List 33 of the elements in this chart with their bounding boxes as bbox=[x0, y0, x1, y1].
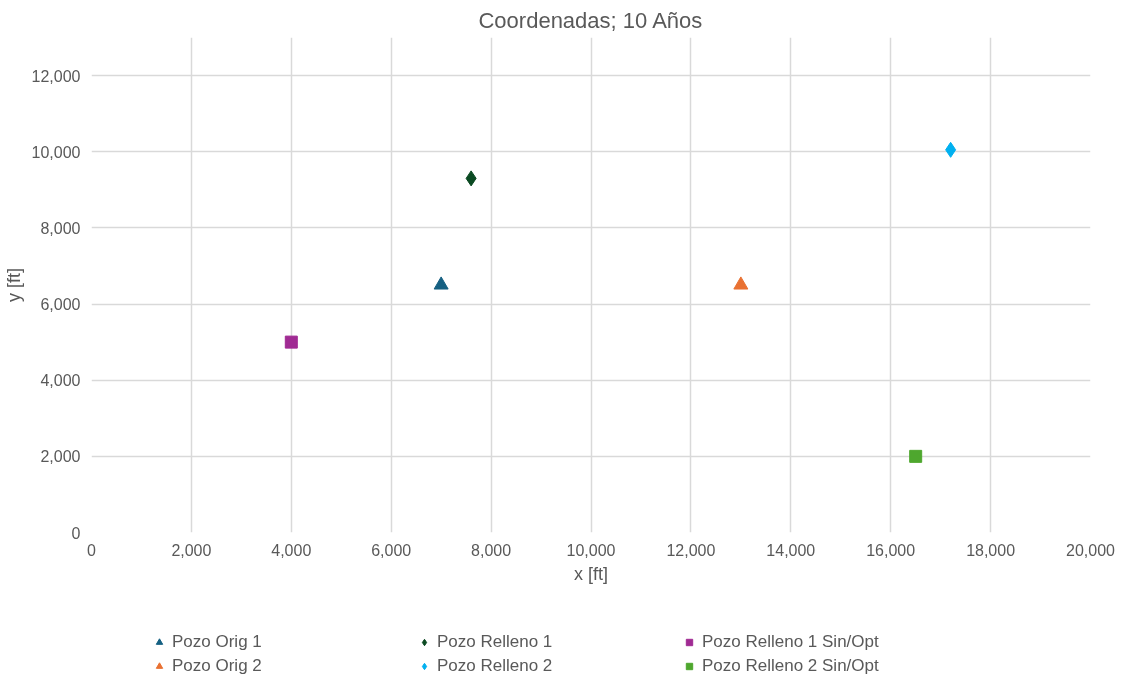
x-tick-label: 12,000 bbox=[666, 541, 716, 559]
legend-label: Pozo Orig 2 bbox=[172, 656, 263, 676]
y-tick-label: 12,000 bbox=[31, 67, 81, 85]
y-axis-title: y [ft] bbox=[3, 267, 24, 302]
legend-label: Pozo Relleno 1 Sin/Opt bbox=[702, 632, 880, 652]
legend-label: Pozo Relleno 2 bbox=[437, 656, 554, 676]
legend-label: Pozo Orig 1 bbox=[172, 632, 263, 652]
point bbox=[433, 276, 449, 290]
point bbox=[465, 170, 477, 187]
x-tick-label: 14,000 bbox=[766, 541, 816, 559]
y-tick-label: 10,000 bbox=[31, 143, 81, 161]
y-tick-label: 4,000 bbox=[40, 372, 81, 390]
x-tick-label: 10,000 bbox=[566, 541, 616, 559]
chart-title: Coordenadas; 10 Años bbox=[478, 7, 703, 33]
y-tick-label: 6,000 bbox=[40, 296, 81, 314]
x-tick-label: 2,000 bbox=[171, 541, 212, 559]
legend-label: Pozo Relleno 1 bbox=[437, 632, 554, 652]
x-tick-label: 20,000 bbox=[1066, 541, 1116, 559]
y-tick-label: 8,000 bbox=[40, 219, 81, 237]
x-tick-label: 8,000 bbox=[471, 541, 512, 559]
point bbox=[945, 141, 957, 158]
x-tick-label: 6,000 bbox=[371, 541, 412, 559]
point bbox=[284, 335, 298, 349]
x-tick-label: 4,000 bbox=[271, 541, 312, 559]
x-tick-label: 16,000 bbox=[866, 541, 916, 559]
x-tick-label: 18,000 bbox=[966, 541, 1016, 559]
y-tick-label: 2,000 bbox=[40, 448, 81, 466]
point bbox=[733, 276, 749, 290]
x-axis-title: x [ft] bbox=[574, 563, 609, 584]
x-tick-label: 0 bbox=[87, 541, 97, 559]
y-tick-label: 0 bbox=[71, 524, 81, 542]
legend-label: Pozo Relleno 2 Sin/Opt bbox=[702, 656, 880, 676]
point bbox=[909, 449, 923, 463]
